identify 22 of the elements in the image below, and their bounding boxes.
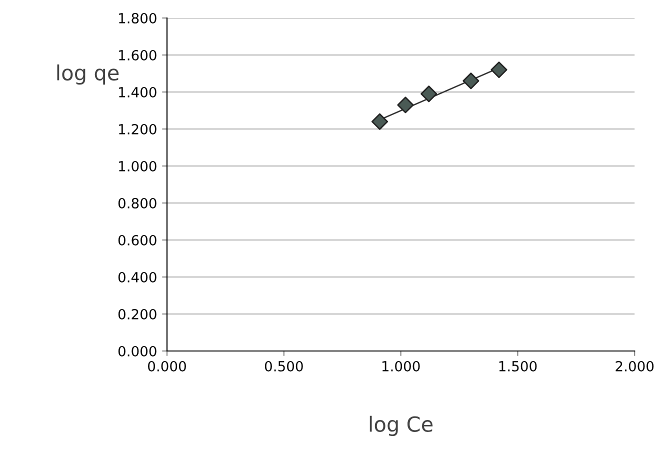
y-tick-label: 1.200 bbox=[119, 124, 156, 134]
y-tick-label: 0.800 bbox=[118, 198, 156, 208]
y-tick-label: 0.600 bbox=[118, 234, 156, 246]
y-tick-label: 0.000 bbox=[118, 346, 156, 356]
x-tick-label: 0.000 bbox=[148, 360, 186, 372]
y-tick-label: 1.600 bbox=[119, 50, 156, 60]
point bbox=[490, 62, 508, 78]
x-axis-title: log Ce bbox=[370, 416, 433, 436]
point bbox=[397, 96, 414, 114]
x-tick-label: 0.500 bbox=[264, 360, 303, 372]
x-tick-label: 1.000 bbox=[382, 360, 420, 372]
y-tick-label: 1.000 bbox=[119, 160, 156, 172]
y-tick-label: 1.800 bbox=[119, 12, 156, 24]
x-tick-label: 2.000 bbox=[616, 360, 654, 372]
point bbox=[371, 113, 388, 130]
point bbox=[462, 72, 480, 90]
y-tick-label: 1.400 bbox=[119, 86, 156, 98]
y-tick-label: 0.400 bbox=[118, 272, 156, 282]
x-tick-label: 1.500 bbox=[499, 360, 537, 372]
y-tick-label: 0.200 bbox=[118, 308, 156, 320]
y-axis-title: log qe bbox=[57, 64, 119, 85]
point bbox=[420, 86, 438, 102]
